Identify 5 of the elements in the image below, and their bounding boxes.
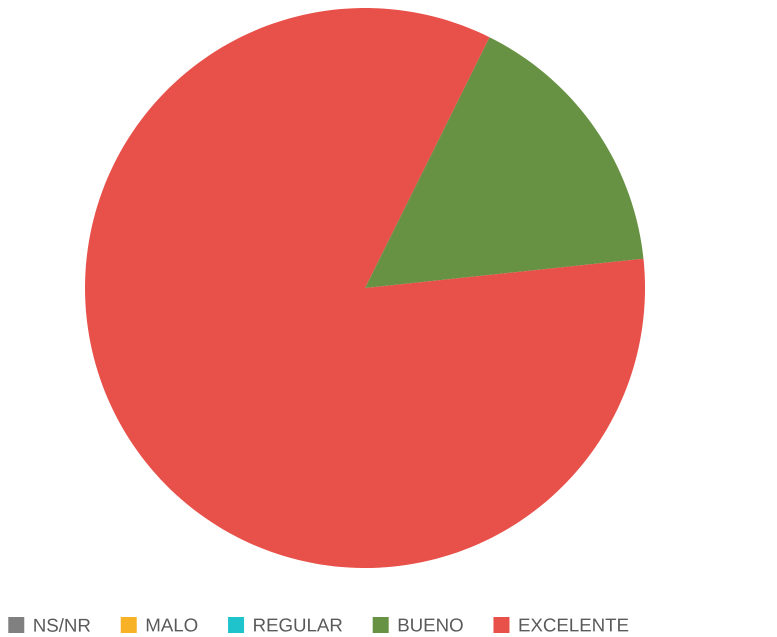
legend-label: REGULAR: [254, 618, 342, 632]
legend-label: BUENO: [398, 618, 463, 632]
legend-label: EXCELENTE: [520, 618, 628, 632]
legend-label: NS/NR: [34, 618, 90, 632]
legend-label: MALO: [146, 618, 198, 632]
